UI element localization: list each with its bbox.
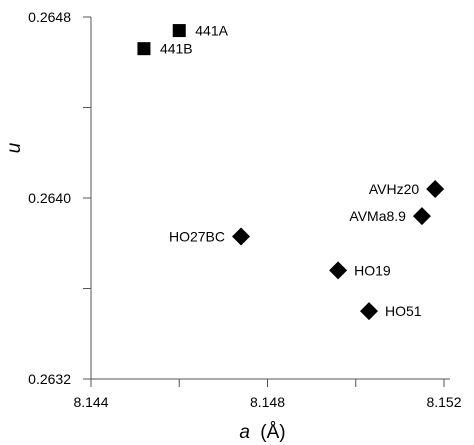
diamond-marker bbox=[232, 227, 251, 246]
y-tick-label: 0.2640 bbox=[28, 190, 71, 206]
x-tick-label: 8.152 bbox=[426, 394, 461, 410]
point-label: HO27BC bbox=[169, 228, 225, 244]
y-ticks: 0.2632 0.2640 0.2648 bbox=[28, 9, 91, 387]
diamond-marker bbox=[359, 302, 378, 321]
point-label: AVHz20 bbox=[369, 181, 420, 197]
square-marker bbox=[137, 42, 151, 56]
point-label: AVMa8.9 bbox=[349, 208, 406, 224]
diamond-marker bbox=[426, 179, 445, 198]
x-tick-label: 8.144 bbox=[73, 394, 108, 410]
data-points bbox=[137, 24, 445, 321]
point-label: 441B bbox=[160, 41, 193, 57]
x-axis-variable: a bbox=[239, 422, 250, 443]
diamond-marker bbox=[329, 261, 348, 280]
square-marker bbox=[172, 24, 186, 38]
x-axis-title: a (Å) bbox=[239, 422, 285, 443]
x-tick-label: 8.148 bbox=[250, 394, 285, 410]
point-label: HO51 bbox=[385, 303, 422, 319]
y-tick-label: 0.2632 bbox=[28, 371, 71, 387]
axes: 8.144 8.148 8.152 0.2632 0.2640 0.2648 bbox=[28, 9, 462, 410]
x-axis-unit: (Å) bbox=[260, 422, 285, 443]
point-label: HO19 bbox=[354, 262, 391, 278]
diamond-marker bbox=[412, 207, 431, 226]
y-tick-label: 0.2648 bbox=[28, 9, 71, 25]
y-axis-title: u bbox=[4, 142, 25, 153]
x-ticks: 8.144 8.148 8.152 bbox=[73, 379, 462, 410]
point-label: 441A bbox=[195, 23, 228, 39]
